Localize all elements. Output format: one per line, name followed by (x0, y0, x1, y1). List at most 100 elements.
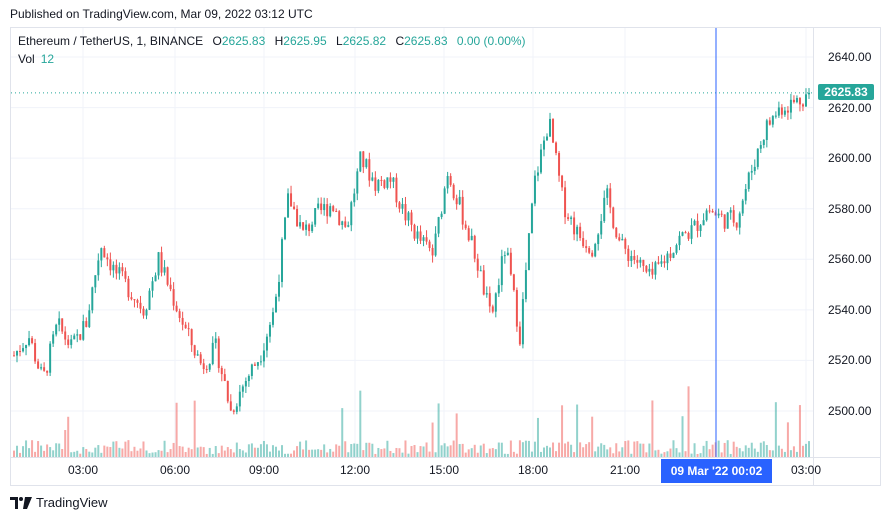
brand-name: TradingView (36, 495, 108, 510)
candle-body (362, 151, 365, 168)
volume-bar (61, 448, 64, 457)
chart-legend: Ethereum / TetherUS, 1, BINANCE O2625.83… (18, 34, 526, 48)
volume-bar (238, 448, 241, 457)
candle-body (31, 338, 34, 344)
candle-body (55, 324, 58, 335)
high-label: H (274, 34, 284, 48)
volume-bar (55, 443, 58, 457)
volume-bar (669, 448, 672, 457)
candle-body (88, 310, 91, 327)
volume-bar (380, 449, 383, 457)
volume-legend: Vol 12 (18, 52, 54, 66)
volume-bar (356, 443, 359, 457)
volume-bar (527, 440, 530, 457)
volume-bar (332, 451, 335, 457)
volume-bar (542, 447, 545, 457)
volume-bar (169, 449, 172, 457)
candle-body (85, 321, 88, 327)
volume-bar (660, 453, 663, 457)
volume-bar (524, 440, 527, 457)
candle-body (657, 262, 660, 264)
volume-bar (338, 445, 341, 457)
candle-body (437, 217, 440, 234)
volume-bar (594, 451, 597, 457)
candle-body (582, 238, 585, 247)
volume-bar (274, 446, 277, 457)
volume-bar (85, 449, 88, 457)
volume-bar (612, 453, 615, 457)
volume-bar (639, 443, 642, 457)
volume-bar (762, 441, 765, 457)
candle-body (675, 245, 678, 253)
volume-bar (407, 453, 410, 457)
volume-bar (473, 444, 476, 457)
candle-body (347, 225, 350, 227)
candle-body (807, 92, 810, 95)
volume-bar (573, 452, 576, 457)
volume-bar (103, 445, 106, 457)
y-tick-label: 2600.00 (828, 151, 872, 166)
candle-body (235, 406, 238, 412)
candle-body (46, 370, 49, 373)
candle-body (329, 206, 332, 217)
candle-body (509, 252, 512, 275)
volume-bar (684, 451, 687, 457)
volume-bar (163, 440, 166, 457)
volume-bar (371, 443, 374, 457)
candle-body (317, 203, 320, 209)
volume-bar (488, 448, 491, 457)
candle-body (506, 252, 509, 256)
volume-bar (79, 453, 82, 457)
candle-body (404, 204, 407, 221)
candle-body (332, 206, 335, 211)
candle-body (214, 338, 217, 343)
volume-bar (798, 405, 801, 457)
candle-body (771, 116, 774, 125)
volume-bar (97, 445, 100, 457)
candle-body (202, 363, 205, 370)
volume-bar (705, 440, 708, 457)
volume-bar (25, 440, 28, 457)
candle-body (570, 217, 573, 219)
candle-body (416, 231, 419, 239)
candle-body (729, 210, 732, 213)
volume-bar (287, 453, 290, 457)
candle-body (196, 354, 199, 356)
candle-body (76, 334, 79, 336)
volume-bar (515, 453, 518, 457)
volume-bar (347, 452, 350, 457)
volume-bar (178, 446, 181, 457)
volume-bar (386, 440, 389, 457)
candle-body (407, 212, 410, 221)
volume-bar (305, 440, 308, 457)
candle-body (244, 380, 247, 387)
volume-bar (58, 443, 61, 457)
tradingview-brand[interactable]: TradingView (10, 495, 108, 510)
chart-frame[interactable] (10, 27, 881, 486)
candle-body (732, 210, 735, 223)
volume-bar (603, 444, 606, 457)
candle-body (795, 97, 798, 103)
candle-body (130, 297, 133, 300)
volume-bar (663, 452, 666, 457)
candle-body (615, 227, 618, 238)
candle-body (112, 264, 115, 271)
volume-bar (437, 403, 440, 457)
candle-body (136, 300, 139, 303)
candle-body (374, 177, 377, 191)
volume-bar (247, 444, 250, 457)
volume-bar (359, 390, 362, 457)
candle-body (479, 270, 482, 272)
volume-bar (807, 441, 810, 457)
volume-bar (452, 440, 455, 457)
y-tick-label: 2520.00 (828, 353, 872, 368)
volume-bar (202, 447, 205, 457)
candle-body (789, 99, 792, 113)
candle-body (428, 241, 431, 248)
published-caption: Published on TradingView.com, Mar 09, 20… (10, 7, 313, 21)
volume-bar (94, 447, 97, 457)
candle-body (491, 306, 494, 312)
candle-body (591, 252, 594, 257)
candle-body (500, 256, 503, 286)
